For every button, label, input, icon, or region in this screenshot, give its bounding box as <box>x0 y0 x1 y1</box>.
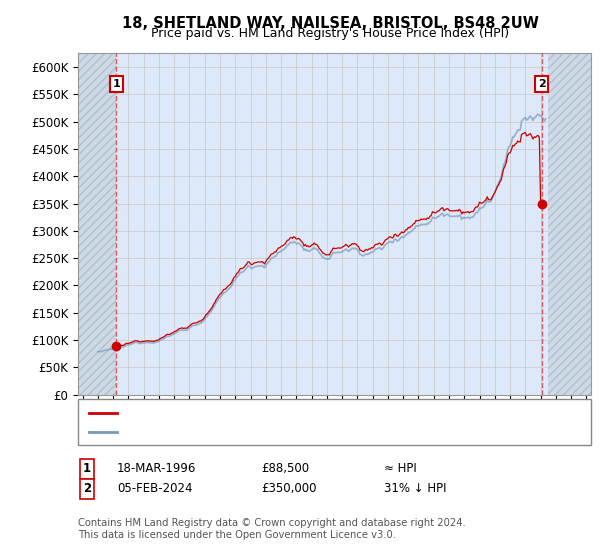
Text: 18, SHETLAND WAY, NAILSEA, BRISTOL, BS48 2UW (detached house): 18, SHETLAND WAY, NAILSEA, BRISTOL, BS48… <box>121 408 506 418</box>
Text: 31% ↓ HPI: 31% ↓ HPI <box>384 482 446 496</box>
Text: HPI: Average price, detached house, North Somerset: HPI: Average price, detached house, Nort… <box>121 427 416 437</box>
Text: 2: 2 <box>83 482 91 496</box>
Bar <box>548 53 591 395</box>
Text: £88,500: £88,500 <box>261 462 309 475</box>
Text: £350,000: £350,000 <box>261 482 317 496</box>
Bar <box>78 53 116 395</box>
Text: 2: 2 <box>538 79 546 89</box>
Text: 18-MAR-1996: 18-MAR-1996 <box>117 462 196 475</box>
Text: 1: 1 <box>112 79 120 89</box>
Text: 18, SHETLAND WAY, NAILSEA, BRISTOL, BS48 2UW: 18, SHETLAND WAY, NAILSEA, BRISTOL, BS48… <box>122 16 538 31</box>
Text: 1: 1 <box>83 462 91 475</box>
Text: ≈ HPI: ≈ HPI <box>384 462 417 475</box>
Text: Price paid vs. HM Land Registry's House Price Index (HPI): Price paid vs. HM Land Registry's House … <box>151 27 509 40</box>
Text: Contains HM Land Registry data © Crown copyright and database right 2024.
This d: Contains HM Land Registry data © Crown c… <box>78 518 466 540</box>
Text: 05-FEB-2024: 05-FEB-2024 <box>117 482 193 496</box>
